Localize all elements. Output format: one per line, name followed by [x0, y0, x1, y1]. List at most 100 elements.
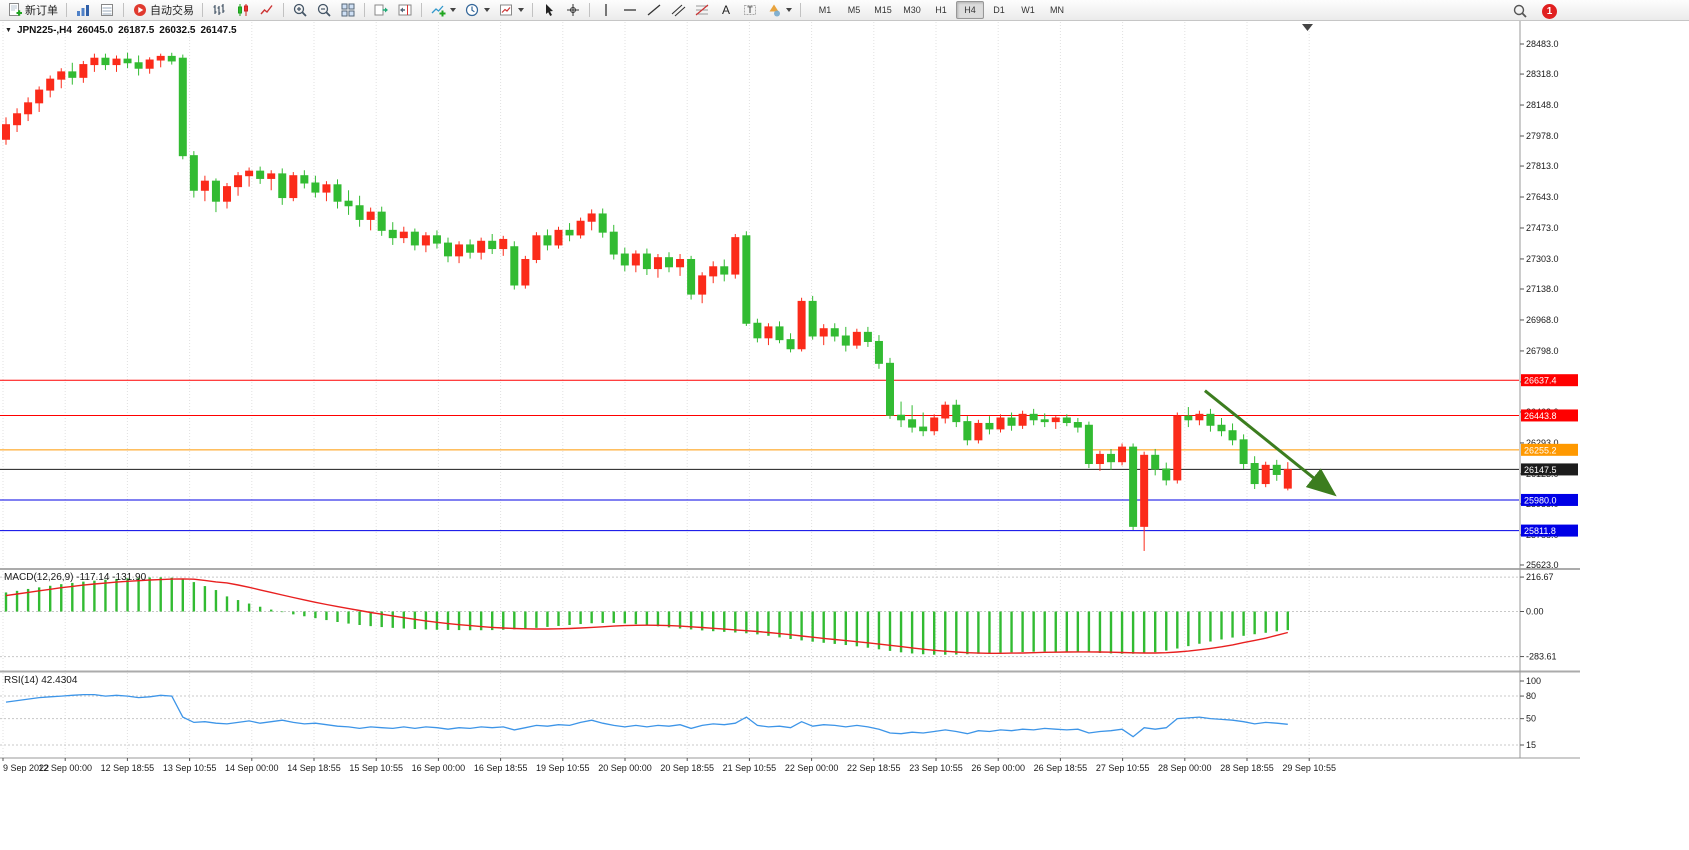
- chart-shift-button[interactable]: [394, 0, 416, 20]
- candle-body: [13, 113, 22, 126]
- indicators-button[interactable]: [427, 0, 459, 20]
- svg-text:26968.0: 26968.0: [1526, 315, 1559, 325]
- close-value: 26147.5: [200, 25, 237, 36]
- timeframe-m15[interactable]: M15: [874, 5, 892, 15]
- timeframe-h4[interactable]: H4: [956, 1, 984, 19]
- fibonacci-button[interactable]: [691, 0, 713, 20]
- channel-button[interactable]: [667, 0, 689, 20]
- candle-body: [278, 173, 287, 199]
- line-chart-button[interactable]: [256, 0, 278, 20]
- candle-body: [432, 235, 441, 244]
- svg-text:80: 80: [1526, 691, 1536, 701]
- macd-title: MACD(12,26,9): [4, 572, 74, 583]
- candle-body: [477, 240, 486, 253]
- rsi-panel: 100 80 50 15: [0, 676, 1541, 750]
- price-label: [1521, 493, 1578, 506]
- timeframe-d1[interactable]: D1: [993, 5, 1005, 15]
- search-button[interactable]: [1509, 1, 1531, 21]
- tile-windows-button[interactable]: [337, 0, 359, 20]
- new-order-button[interactable]: 新订单: [4, 0, 61, 20]
- candle-body: [35, 89, 44, 104]
- market-watch-button[interactable]: [72, 0, 94, 20]
- periods-button[interactable]: [461, 0, 493, 20]
- timeframe-m30[interactable]: M30: [903, 5, 921, 15]
- one-click-trading-arrow[interactable]: ▼: [5, 27, 12, 34]
- candle-body: [609, 231, 618, 255]
- autotrade-button-label: 自动交易: [150, 5, 194, 17]
- candle-body: [134, 62, 143, 69]
- svg-text:12 Sep 00:00: 12 Sep 00:00: [38, 763, 92, 773]
- candle-body: [919, 426, 928, 432]
- grid-lines: [2, 22, 1310, 756]
- candle-body: [488, 240, 497, 250]
- cursor-icon: [546, 4, 553, 16]
- price-label: [1521, 463, 1578, 476]
- candle-body: [543, 235, 552, 246]
- timeframe-mn[interactable]: MN: [1050, 5, 1064, 15]
- timeframe-h1[interactable]: H1: [935, 5, 947, 15]
- candle-body: [775, 326, 784, 341]
- toolbar-separator: [66, 3, 67, 17]
- trendline-button[interactable]: [643, 0, 665, 20]
- zoom-out-button[interactable]: [313, 0, 335, 20]
- candle-body: [223, 186, 231, 202]
- notification-badge[interactable]: 1: [1539, 1, 1560, 21]
- timeframe-m1[interactable]: M1: [818, 5, 832, 15]
- new-order-button-label: 新订单: [25, 5, 58, 17]
- svg-text:26443.8: 26443.8: [1524, 411, 1557, 421]
- cursor-button[interactable]: [538, 0, 560, 20]
- candlestick-chart-button[interactable]: [232, 0, 254, 20]
- chart-shift-marker[interactable]: [1302, 24, 1313, 31]
- svg-text:29 Sep 10:55: 29 Sep 10:55: [1282, 763, 1336, 773]
- svg-text:27978.0: 27978.0: [1526, 131, 1559, 141]
- candle-body: [1272, 464, 1281, 475]
- svg-text:21 Sep 10:55: 21 Sep 10:55: [723, 763, 777, 773]
- label-button[interactable]: T: [739, 0, 761, 20]
- bar-chart-button[interactable]: [208, 0, 230, 20]
- data-window-button[interactable]: [96, 0, 118, 20]
- svg-text:28483.0: 28483.0: [1526, 39, 1559, 49]
- svg-text:12 Sep 18:55: 12 Sep 18:55: [101, 763, 155, 773]
- candle-body: [1129, 446, 1138, 527]
- periods-icon: [465, 3, 479, 17]
- macd-main-value: -117.14: [76, 572, 110, 583]
- candle-body: [532, 235, 541, 260]
- timeframe-w1[interactable]: W1: [1021, 5, 1035, 15]
- templates-button[interactable]: [495, 0, 527, 20]
- vline-icon: [605, 4, 607, 16]
- tile-windows-icon: [341, 3, 355, 17]
- trend-arrow[interactable]: [1203, 389, 1337, 497]
- chevron-down-icon: [484, 8, 490, 12]
- svg-text:15: 15: [1526, 740, 1536, 750]
- candle-body: [510, 246, 519, 286]
- candle-body: [234, 175, 243, 188]
- text-button[interactable]: A: [715, 0, 737, 20]
- candle-body: [897, 414, 906, 421]
- candle-body: [1151, 454, 1160, 470]
- svg-text:50: 50: [1526, 714, 1536, 724]
- candle-body: [698, 275, 707, 295]
- candle-body: [797, 300, 806, 350]
- candle-body: [974, 422, 983, 441]
- candle-body: [930, 417, 939, 432]
- vline-button[interactable]: [595, 0, 617, 20]
- candle-body: [1184, 415, 1193, 421]
- candle-body: [1162, 468, 1171, 481]
- toolbar: 新订单 自动交易 A T M1 M5 M15 M30 H1 H4 D1 W1 MN 1: [0, 0, 1689, 21]
- crosshair-button[interactable]: [562, 0, 584, 20]
- candle-body: [808, 300, 817, 337]
- svg-text:22 Sep 18:55: 22 Sep 18:55: [847, 763, 901, 773]
- shapes-button[interactable]: [763, 0, 795, 20]
- candle-body: [1107, 453, 1115, 463]
- svg-text:27813.0: 27813.0: [1526, 161, 1559, 171]
- candle-body: [1283, 468, 1292, 489]
- candle-body: [1007, 417, 1016, 426]
- hline-button[interactable]: [619, 0, 641, 20]
- candle-body: [1018, 413, 1027, 426]
- zoom-in-button[interactable]: [289, 0, 311, 20]
- timeframe-m5[interactable]: M5: [847, 5, 861, 15]
- auto-scroll-button[interactable]: [370, 0, 392, 20]
- label-icon: T: [744, 5, 756, 15]
- autotrade-button[interactable]: 自动交易: [129, 0, 197, 20]
